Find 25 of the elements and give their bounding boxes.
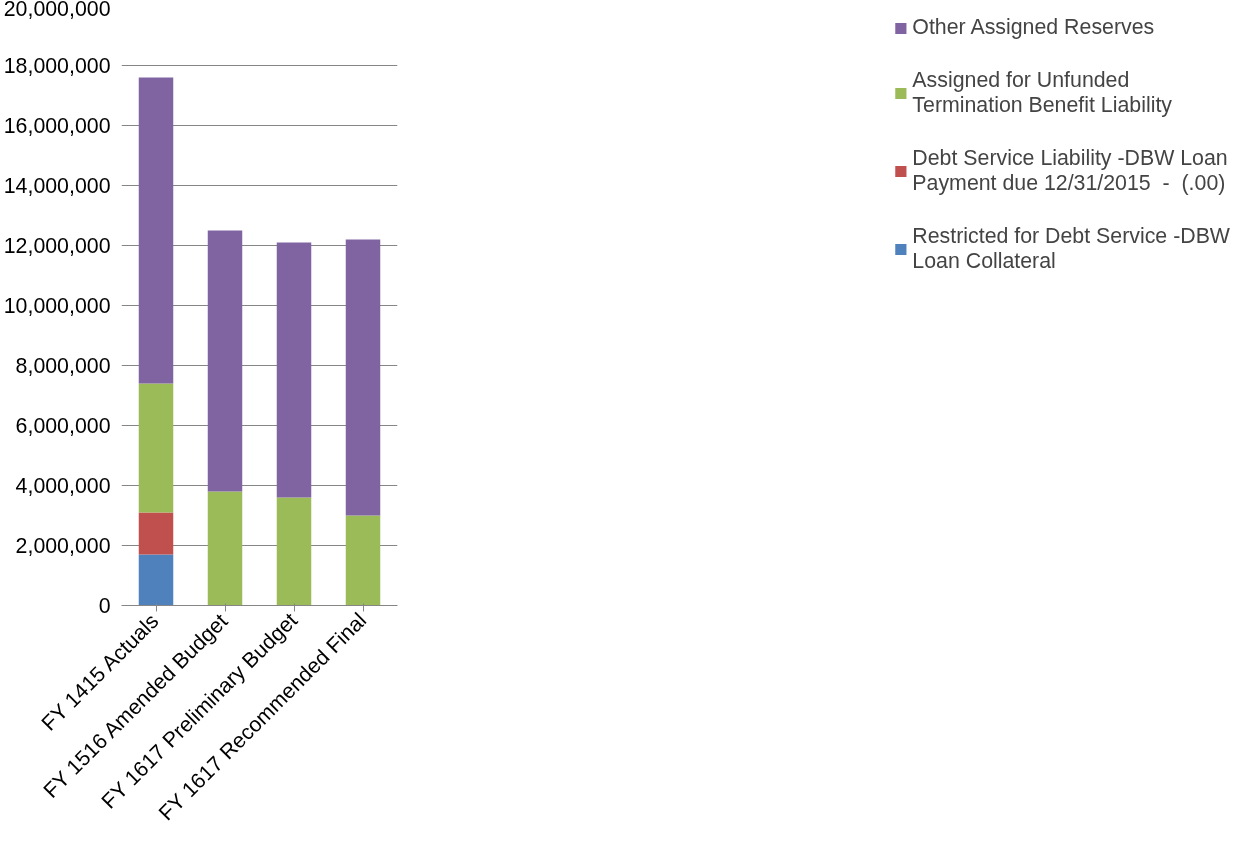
bar	[207, 230, 243, 492]
bar	[345, 515, 381, 606]
y-tick-label: 0	[98, 594, 111, 618]
y-tick-label: 20,000,000	[3, 0, 111, 21]
bar	[207, 491, 243, 606]
legend-label: Other Assigned Reserves	[912, 15, 1155, 40]
y-tick-label: 4,000,000	[15, 474, 111, 498]
legend-label: Debt Service Liability -DBW Loan Payment due 12/31/2015 - (.00)	[912, 146, 1228, 196]
y-tick-label: 12,000,000	[3, 234, 111, 258]
y-tick-label: 2,000,000	[15, 534, 111, 558]
legend-label: Assigned for Unfunded Termination Benefit Liability	[912, 68, 1172, 118]
y-tick-label: 8,000,000	[15, 354, 111, 378]
bar	[138, 383, 174, 513]
y-tick-label: 14,000,000	[3, 174, 111, 198]
y-tick-label: 16,000,000	[3, 114, 111, 138]
bar	[138, 512, 174, 555]
bar	[138, 554, 174, 606]
bar	[276, 242, 312, 498]
bar	[276, 497, 312, 606]
y-tick-label: 6,000,000	[15, 414, 111, 438]
bar	[345, 239, 381, 516]
legend-label: Restricted for Debt Service -DBW Loan Collateral	[912, 224, 1230, 274]
y-tick-label: 18,000,000	[3, 54, 111, 78]
bar	[138, 77, 174, 384]
y-tick-label: 10,000,000	[3, 294, 111, 318]
